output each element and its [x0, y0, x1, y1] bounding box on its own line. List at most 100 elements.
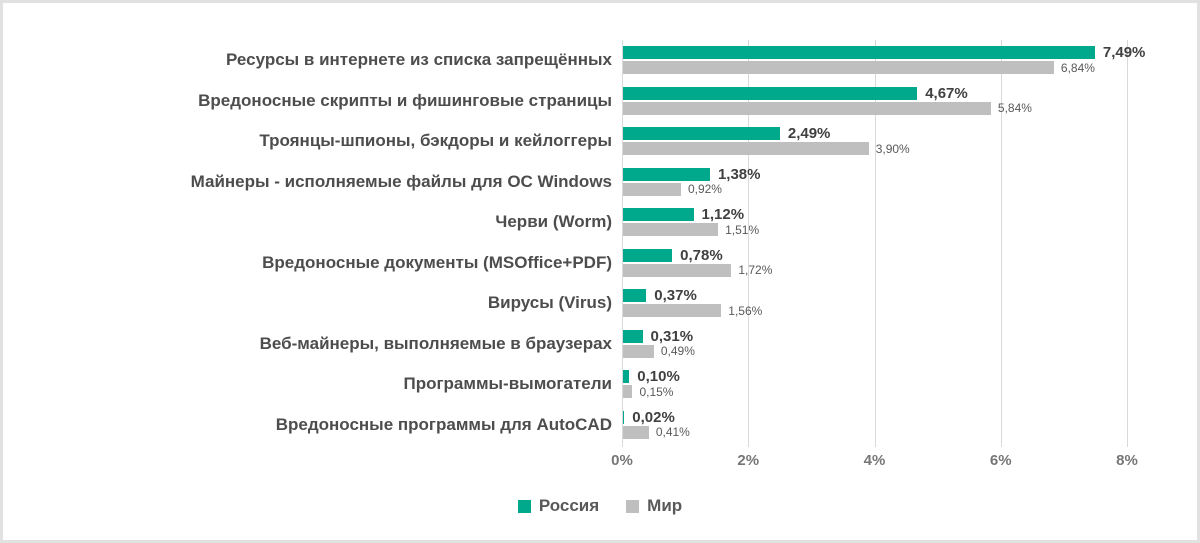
- x-axis-tick: 2%: [737, 452, 760, 469]
- bar-chart: Ресурсы в интернете из списка запрещённы…: [3, 40, 1197, 445]
- russia-bar-line: 0,10%: [623, 368, 1127, 386]
- world-bar: [623, 385, 633, 399]
- russia-bar-line: 2,49%: [623, 125, 1127, 143]
- russia-bar: [623, 329, 643, 343]
- bar-group: 2,49% 3,90%: [622, 125, 1127, 156]
- bar-group: 4,67% 5,84%: [622, 84, 1127, 116]
- russia-value-label: 0,37%: [654, 287, 697, 305]
- world-bar-line: 5,84%: [623, 101, 1127, 116]
- x-axis-tick: 8%: [1116, 452, 1138, 469]
- legend: Россия Мир: [3, 494, 1197, 518]
- x-axis: 0% 2% 4% 6% 8%: [611, 452, 1138, 474]
- russia-bar-line: 7,49%: [623, 44, 1145, 61]
- bar-group: 1,38% 0,92%: [622, 165, 1127, 197]
- russia-value-label: 1,38%: [717, 165, 761, 183]
- russia-bar: [623, 410, 625, 424]
- legend-item-world: Мир: [626, 496, 682, 516]
- russia-value-label: 0,78%: [680, 246, 723, 264]
- russia-bar-line: 1,12%: [623, 206, 1127, 224]
- x-axis-tick: 4%: [863, 452, 886, 469]
- world-bar-line: 6,84%: [623, 60, 1127, 75]
- russia-value-label: 4,67%: [925, 84, 968, 102]
- legend-swatch: [517, 499, 531, 513]
- category-row: Вредоносные программы для AutoCAD 0,02% 0,…: [3, 405, 1197, 446]
- world-value-label: 0,15%: [639, 384, 674, 399]
- russia-bar-line: 1,38%: [623, 165, 1127, 183]
- russia-value-label: 0,10%: [637, 368, 680, 386]
- russia-value-label: 7,49%: [1102, 44, 1146, 62]
- gridline: [622, 40, 623, 447]
- world-bar-line: 0,15%: [623, 384, 1127, 399]
- russia-bar-line: 4,67%: [623, 84, 1127, 102]
- plot-gridlines: [622, 40, 1128, 447]
- world-value-label: 1,56%: [728, 303, 763, 318]
- world-bar: [623, 61, 1054, 75]
- bar-group: 0,10% 0,15%: [622, 368, 1127, 399]
- category-label: Троянцы-шпионы, бэкдоры и кейлоггеры: [259, 131, 612, 151]
- bar-group: 1,12% 1,51%: [622, 206, 1127, 237]
- world-value-label: 1,51%: [725, 222, 760, 237]
- category-row: Ресурсы в интернете из списка запрещённы…: [3, 40, 1197, 81]
- legend-label: Мир: [647, 496, 683, 515]
- world-value-label: 1,72%: [738, 263, 773, 278]
- world-bar: [623, 425, 649, 439]
- gridline: [748, 40, 750, 447]
- russia-bar-line: 0,78%: [623, 246, 1127, 264]
- category-label: Вредоносные документы (MSOffice+PDF): [262, 252, 612, 272]
- russia-bar: [623, 127, 780, 141]
- x-axis-tick: 6%: [989, 452, 1012, 469]
- russia-bar-line: 0,37%: [623, 287, 1127, 305]
- x-axis-tick: 0%: [611, 452, 633, 469]
- category-label: Вредоносные скрипты и фишинговые страниц…: [198, 90, 612, 110]
- bar-group: 0,37% 1,56%: [622, 287, 1127, 318]
- russia-bar: [623, 167, 710, 181]
- russia-bar-line: 0,02%: [623, 408, 1127, 426]
- russia-value-label: 1,12%: [701, 206, 745, 224]
- russia-value-label: 2,49%: [787, 125, 831, 143]
- world-value-label: 3,90%: [875, 141, 910, 156]
- category-label: Веб-майнеры, выполняемые в браузерах: [259, 333, 612, 353]
- russia-bar: [623, 370, 630, 384]
- world-bar-line: 1,51%: [623, 222, 1127, 237]
- gridline: [1000, 40, 1002, 447]
- world-bar-line: 0,92%: [623, 182, 1127, 197]
- category-row: Программы-вымогатели 0,10% 0,15%: [3, 364, 1197, 405]
- category-row: Вирусы (Virus) 0,37% 1,56%: [3, 283, 1197, 324]
- world-bar: [623, 182, 681, 196]
- category-row: Троянцы-шпионы, бэкдоры и кейлоггеры 2,49…: [3, 121, 1197, 162]
- world-value-label: 5,84%: [997, 101, 1032, 116]
- legend-swatch: [626, 499, 640, 513]
- world-bar-line: 3,90%: [623, 141, 1127, 156]
- category-row: Веб-майнеры, выполняемые в браузерах 0,31…: [3, 324, 1197, 365]
- legend-label: Россия: [538, 496, 600, 515]
- category-label: Ресурсы в интернете из списка запрещённы…: [225, 50, 612, 70]
- world-bar-line: 0,49%: [623, 344, 1127, 358]
- russia-bar-line: 0,31%: [623, 327, 1127, 345]
- category-row: Вредоносные скрипты и фишинговые страниц…: [3, 81, 1197, 122]
- category-row: Майнеры - исполняемые файлы для ОС Windo…: [3, 162, 1197, 203]
- russia-bar: [623, 289, 647, 303]
- world-bar: [623, 344, 654, 358]
- gridline: [874, 40, 876, 447]
- bar-group: 0,02% 0,41%: [622, 408, 1127, 439]
- russia-bar: [623, 208, 694, 222]
- russia-bar: [623, 86, 918, 100]
- world-bar-line: 0,41%: [623, 425, 1127, 439]
- category-label: Майнеры - исполняемые файлы для ОС Windo…: [190, 171, 612, 191]
- category-label: Вредоносные программы для AutoCAD: [275, 414, 612, 434]
- world-bar-line: 1,56%: [623, 303, 1127, 318]
- category-row: Черви (Worm) 1,12% 1,51%: [3, 202, 1197, 243]
- gridline: [1127, 40, 1128, 447]
- world-value-label: 6,84%: [1060, 60, 1095, 75]
- russia-value-label: 0,31%: [650, 327, 694, 345]
- bar-group: 0,78% 1,72%: [622, 246, 1127, 278]
- world-bar: [623, 263, 732, 277]
- world-bar-line: 1,72%: [623, 263, 1127, 278]
- bar-group: 7,49% 6,84%: [622, 44, 1145, 75]
- category-label: Черви (Worm): [495, 212, 612, 232]
- world-bar: [623, 142, 869, 156]
- world-value-label: 0,92%: [687, 182, 722, 197]
- russia-value-label: 0,02%: [632, 408, 675, 426]
- russia-bar: [623, 248, 673, 262]
